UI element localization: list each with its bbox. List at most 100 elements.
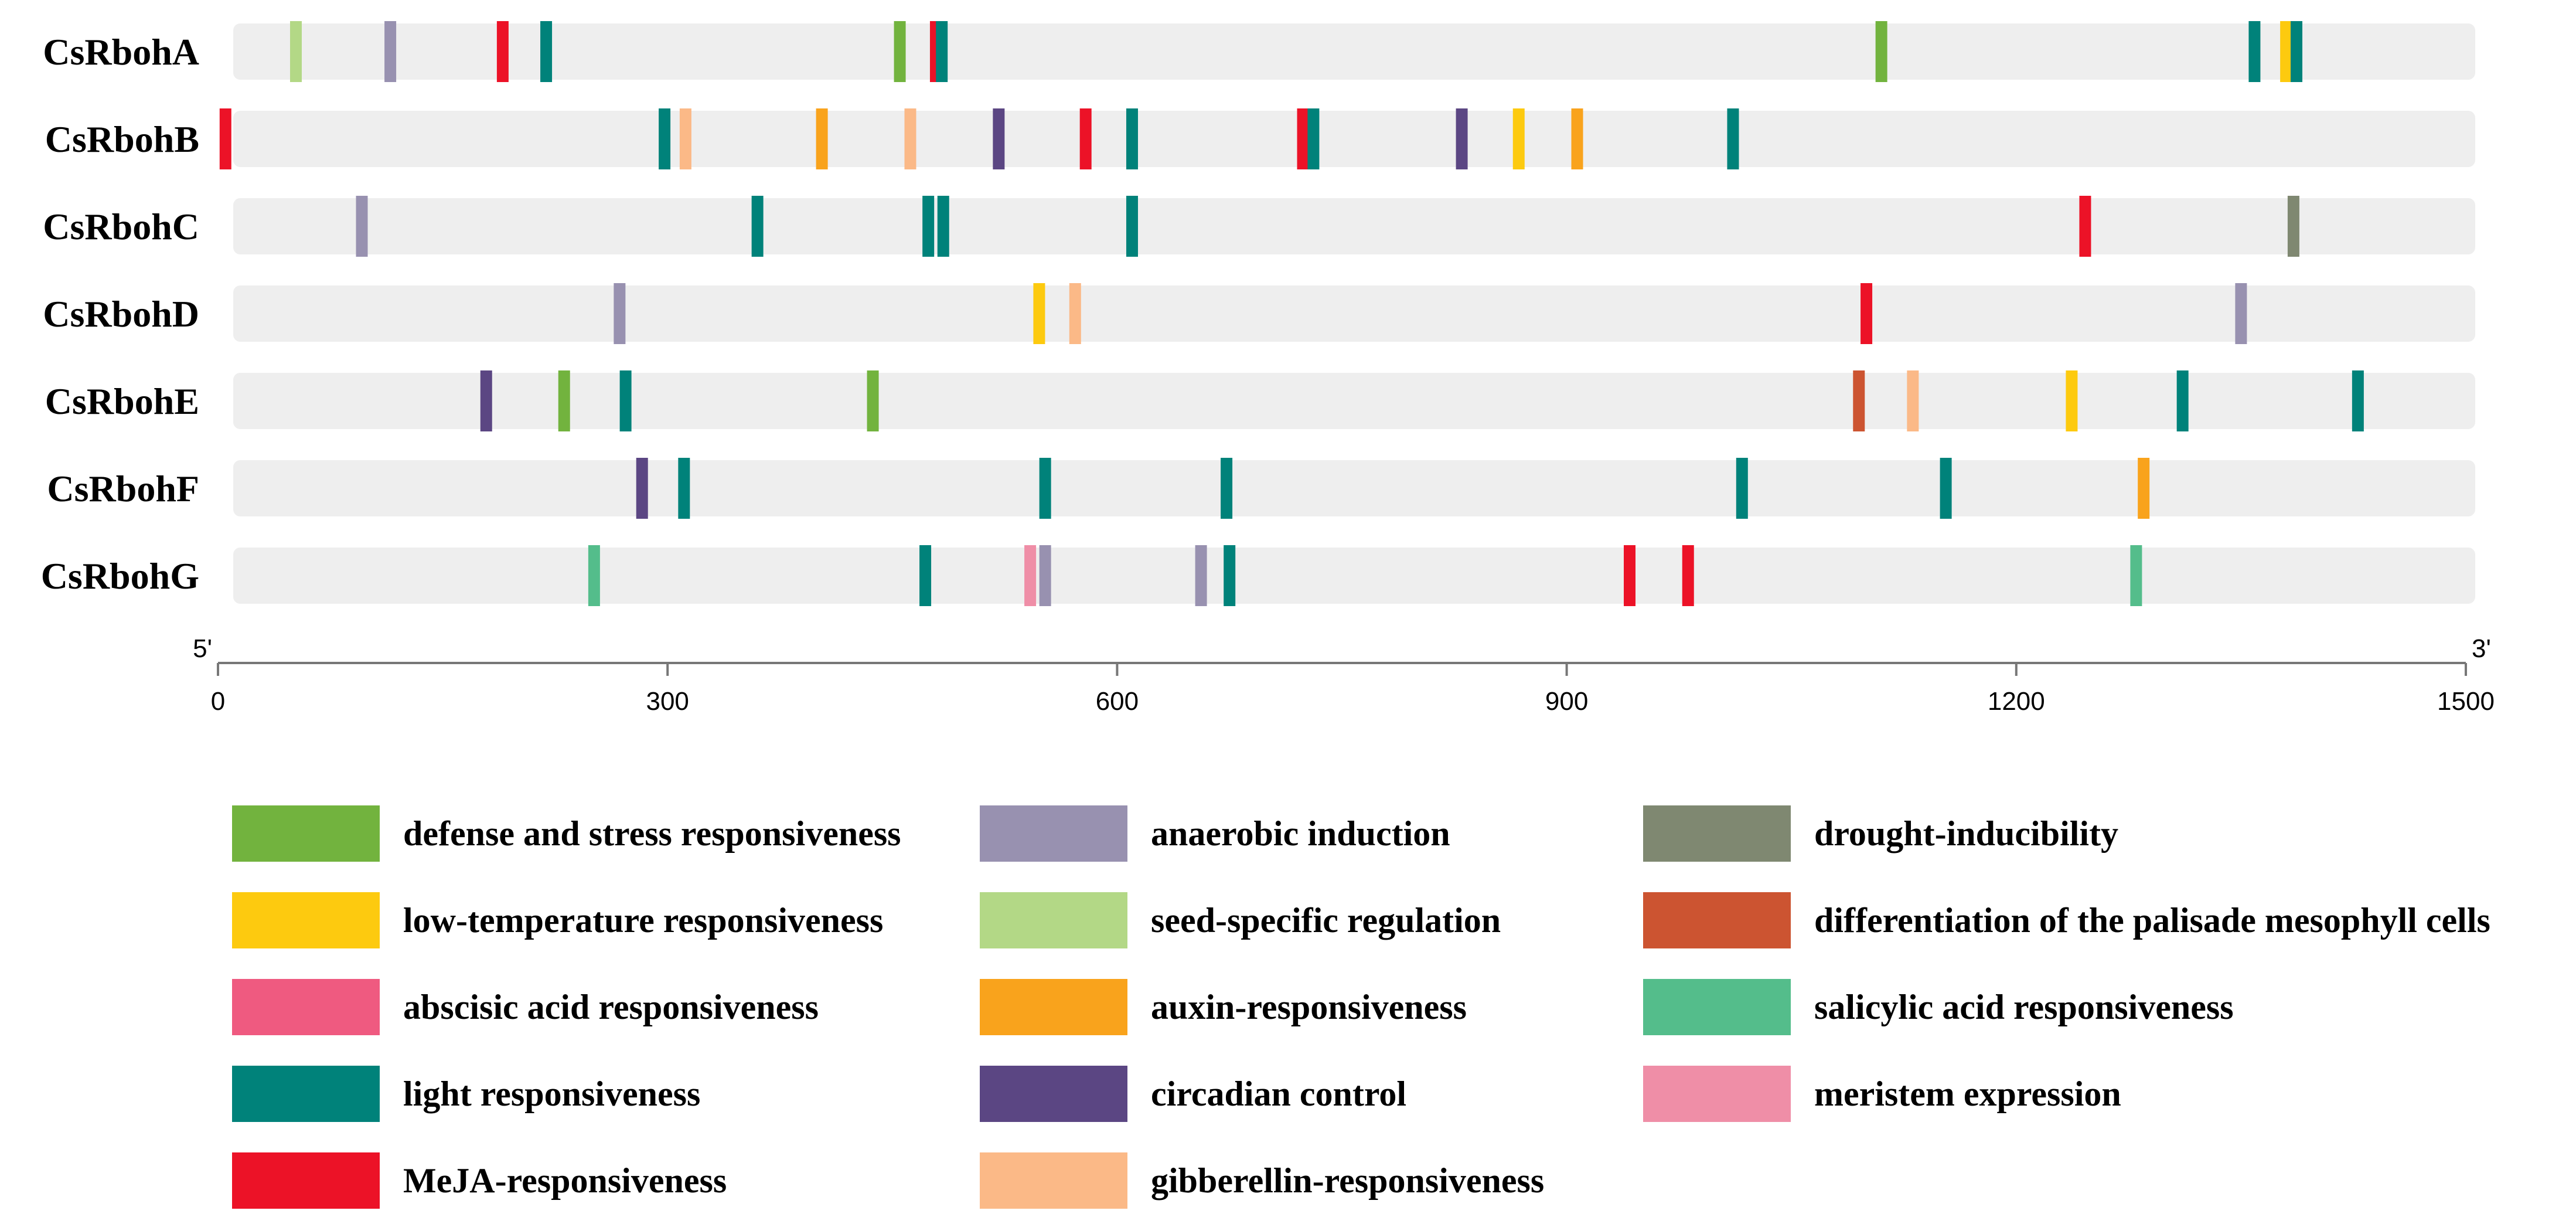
cis-element-mark [894, 21, 906, 82]
cis-element-mark [2138, 458, 2150, 519]
cis-element-mark [678, 458, 690, 519]
gene-track [233, 460, 2475, 516]
cis-element-mark [289, 21, 302, 82]
cis-element-mark [1024, 545, 1037, 606]
legend-swatch [1643, 979, 1791, 1035]
cis-element-mark [1571, 108, 1583, 169]
cis-element-mark [816, 108, 828, 169]
cis-element-mark [1861, 283, 1873, 344]
gene-track [233, 198, 2475, 254]
cis-element-mark [219, 108, 231, 169]
gene-label: CsRbohB [45, 118, 199, 160]
legend-swatch [1643, 805, 1791, 862]
gene-row: CsRbohE [45, 370, 2475, 431]
cis-element-mark [904, 108, 916, 169]
cis-element-mark [1907, 370, 1919, 431]
legend-label: anaerobic induction [1151, 814, 1450, 853]
cis-element-mark [751, 196, 764, 257]
cis-element-mark [1039, 545, 1051, 606]
legend-item: low-temperature responsiveness [232, 892, 883, 948]
legend-label: gibberellin-responsiveness [1151, 1161, 1544, 1200]
cis-element-mark [480, 370, 492, 431]
gene-label: CsRbohC [43, 206, 199, 247]
legend-swatch [1643, 892, 1791, 948]
cis-element-mark [384, 21, 397, 82]
cis-element-mark [558, 370, 570, 431]
legend-label: drought-inducibility [1814, 814, 2118, 853]
legend-swatch [980, 979, 1127, 1035]
gene-row: CsRbohF [47, 458, 2475, 519]
gene-row: CsRbohC [43, 196, 2475, 257]
gene-row: CsRbohB [45, 108, 2475, 169]
cis-element-mark [919, 545, 932, 606]
tick-label: 600 [1096, 687, 1139, 716]
cis-element-mark [1853, 370, 1865, 431]
cis-element-mark [614, 283, 626, 344]
gene-track [233, 23, 2475, 80]
cis-element-mark [2287, 196, 2299, 257]
cis-element-mark [1126, 108, 1138, 169]
legend-swatch [232, 805, 380, 862]
cis-element-mark [1033, 283, 1045, 344]
cis-element-mark [356, 196, 368, 257]
gene-label: CsRbohE [45, 380, 199, 422]
legend-item: drought-inducibility [1643, 805, 2118, 862]
legend-item: auxin-responsiveness [980, 979, 1467, 1035]
legend-label: differentiation of the palisade mesophyl… [1814, 901, 2490, 940]
legend-item: gibberellin-responsiveness [980, 1152, 1544, 1209]
legend-item: light responsiveness [232, 1066, 700, 1122]
cis-element-mark [1221, 458, 1233, 519]
legend-label: light responsiveness [403, 1074, 700, 1113]
gene-tracks: CsRbohA CsRbohB CsRbohC CsRbohD CsRbohE CsRbo… [41, 21, 2475, 606]
legend-label: low-temperature responsiveness [403, 901, 883, 940]
cis-element-mark [2235, 283, 2247, 344]
legend-swatch [980, 1066, 1127, 1122]
cis-element-mark [496, 21, 509, 82]
cis-element-mark [1195, 545, 1207, 606]
legend-label: abscisic acid responsiveness [403, 988, 819, 1026]
legend-label: MeJA-responsiveness [403, 1161, 727, 1200]
cis-element-mark [2176, 370, 2189, 431]
cis-element-mark [1224, 545, 1236, 606]
three-prime-label: 3' [2472, 634, 2491, 663]
cis-element-mark [1039, 458, 1051, 519]
legend-item: MeJA-responsiveness [232, 1152, 727, 1209]
gene-label: CsRbohF [47, 468, 199, 509]
cis-element-mark [867, 370, 879, 431]
legend-swatch [232, 892, 380, 948]
gene-track [233, 111, 2475, 167]
cis-element-mark [2280, 21, 2292, 82]
cis-element-mark [1126, 196, 1138, 257]
cis-element-mark [1069, 283, 1081, 344]
legend-swatch [1643, 1066, 1791, 1122]
legend-item: differentiation of the palisade mesophyl… [1643, 892, 2490, 948]
cis-element-mark [922, 196, 935, 257]
legend-item: meristem expression [1643, 1066, 2121, 1122]
legend-label: meristem expression [1814, 1074, 2121, 1113]
cis-element-mark [2352, 370, 2364, 431]
legend-swatch [980, 1152, 1127, 1209]
legend-label: seed-specific regulation [1151, 901, 1501, 940]
cis-element-mark [540, 21, 553, 82]
cis-element-mark [1297, 108, 1309, 169]
legend-swatch [232, 979, 380, 1035]
cis-element-mark [1940, 458, 1952, 519]
gene-row: CsRbohA [43, 21, 2475, 82]
legend-swatch [232, 1066, 380, 1122]
legend-swatch [232, 1152, 380, 1209]
legend-label: salicylic acid responsiveness [1814, 988, 2234, 1026]
x-axis: 0 300 600 900 1200 1500 5' 3' [193, 634, 2495, 716]
cis-element-mark [1682, 545, 1694, 606]
cis-element-mark [2248, 21, 2261, 82]
tick-label: 1500 [2437, 687, 2495, 716]
gene-label: CsRbohG [41, 555, 199, 597]
tick-label: 300 [646, 687, 689, 716]
legend-label: circadian control [1151, 1074, 1406, 1113]
cis-element-mark [937, 196, 949, 257]
legend-label: defense and stress responsiveness [403, 814, 901, 853]
cis-element-mark [1727, 108, 1739, 169]
legend-item: abscisic acid responsiveness [232, 979, 819, 1035]
legend-label: auxin-responsiveness [1151, 988, 1467, 1026]
tick-label: 0 [211, 687, 225, 716]
gene-track [233, 548, 2475, 604]
